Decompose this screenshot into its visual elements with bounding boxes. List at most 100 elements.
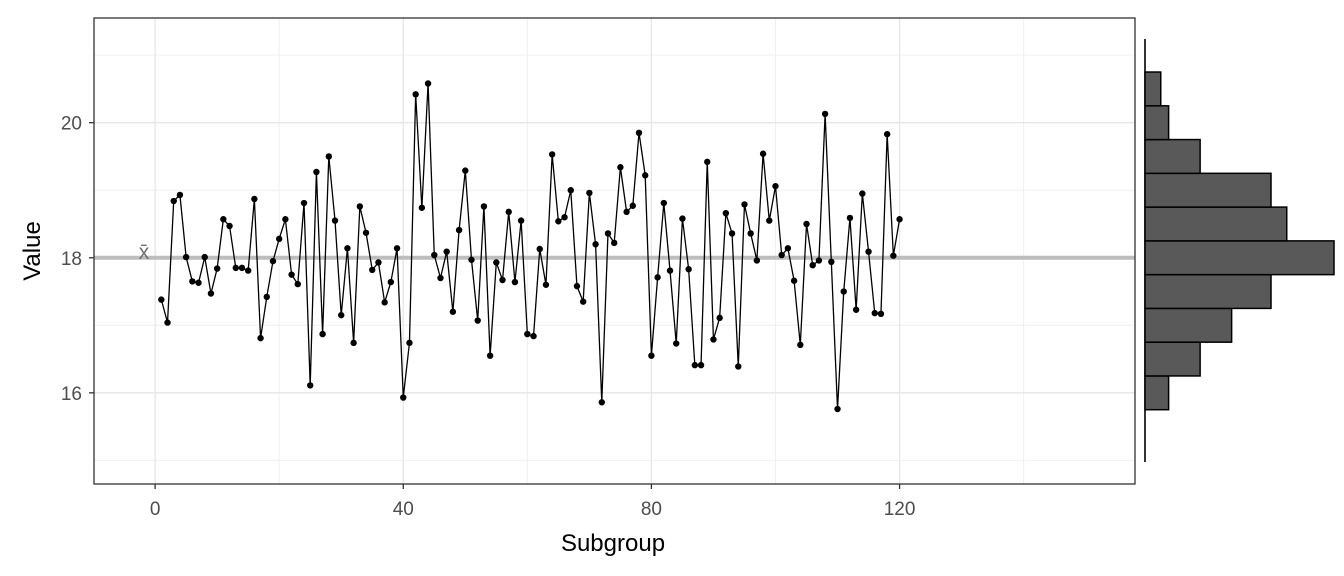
data-point — [511, 278, 519, 286]
data-point — [499, 276, 506, 284]
data-point — [759, 150, 767, 157]
data-point — [263, 293, 270, 301]
data-point — [673, 340, 680, 347]
y-tick-label: 18 — [61, 249, 82, 270]
data-point — [331, 217, 339, 224]
data-point — [790, 277, 798, 284]
data-point — [443, 248, 450, 255]
data-point — [604, 230, 612, 237]
data-point — [462, 167, 469, 174]
data-point — [300, 199, 308, 207]
data-point — [660, 199, 668, 207]
data-point — [704, 158, 711, 166]
series-line — [160, 83, 901, 410]
data-point — [815, 257, 823, 264]
data-point — [654, 274, 661, 281]
data-point — [325, 153, 333, 160]
axis-labels: Subgroup Value — [19, 221, 665, 557]
data-point — [685, 266, 692, 273]
data-point — [238, 264, 246, 272]
data-point — [784, 245, 792, 252]
data-point — [480, 203, 488, 210]
data-point — [896, 216, 903, 223]
data-point — [716, 314, 723, 322]
data-point — [530, 332, 537, 340]
data-point — [213, 265, 221, 272]
x-tick-label: 40 — [393, 499, 414, 520]
data-point — [257, 334, 264, 342]
data-point — [486, 352, 494, 359]
data-point — [505, 208, 512, 216]
data-point — [170, 197, 177, 205]
data-point — [474, 317, 481, 324]
data-point — [182, 253, 190, 261]
data-point — [517, 217, 525, 224]
data-point — [561, 214, 568, 221]
data-point — [617, 164, 624, 171]
data-point — [753, 257, 761, 264]
histogram-bar — [1144, 307, 1233, 343]
panel-border — [93, 17, 1136, 485]
center-line-label: x̄ — [139, 241, 150, 264]
data-point — [555, 218, 562, 225]
data-point — [189, 278, 196, 285]
histogram-bar — [1144, 273, 1272, 310]
panel-background — [94, 18, 1135, 484]
data-point — [598, 399, 605, 406]
histogram-bar — [1144, 172, 1272, 208]
data-point — [220, 216, 227, 223]
data-point — [623, 208, 630, 216]
y-axis-title: Value — [19, 221, 46, 281]
data-point — [722, 209, 730, 217]
data-point — [387, 278, 395, 286]
data-point — [393, 245, 401, 252]
data-point — [356, 203, 364, 210]
data-point — [424, 80, 432, 87]
x-tick-label: 80 — [641, 499, 662, 520]
data-point — [586, 189, 593, 197]
data-point — [362, 229, 370, 236]
data-point — [666, 267, 674, 274]
y-tick-label: 16 — [61, 384, 82, 405]
data-point — [176, 191, 184, 199]
data-point — [697, 361, 705, 369]
data-point — [834, 405, 841, 413]
data-point — [294, 280, 301, 288]
data-point — [164, 319, 171, 326]
data-point — [269, 257, 277, 265]
data-point — [648, 352, 655, 359]
x-tick-label: 0 — [150, 499, 161, 520]
data-point — [573, 282, 581, 290]
data-point — [307, 382, 314, 389]
data-point — [226, 222, 233, 230]
data-point — [282, 216, 289, 223]
data-point — [890, 252, 897, 259]
data-point — [158, 296, 165, 303]
data-point — [375, 259, 382, 266]
data-point — [437, 274, 444, 282]
data-point — [524, 330, 531, 338]
histogram-bar — [1144, 71, 1162, 107]
data-point — [536, 245, 543, 253]
data-point — [244, 267, 252, 274]
data-point — [400, 394, 407, 401]
histogram-bar — [1144, 375, 1170, 411]
data-point — [821, 110, 829, 118]
histogram-bar — [1144, 105, 1170, 141]
data-point — [883, 130, 891, 138]
data-point — [610, 239, 618, 247]
data-point — [747, 230, 754, 237]
data-point — [232, 264, 239, 272]
data-point — [288, 271, 295, 278]
data-point — [207, 290, 215, 297]
histogram-bar — [1144, 240, 1335, 276]
histogram-bar — [1144, 341, 1201, 377]
data-point — [871, 309, 878, 317]
data-point — [251, 195, 258, 203]
data-point — [369, 266, 376, 274]
data-point — [350, 339, 357, 347]
y-tick-label: 20 — [61, 114, 82, 135]
data-point — [567, 187, 574, 194]
data-point — [797, 341, 804, 349]
